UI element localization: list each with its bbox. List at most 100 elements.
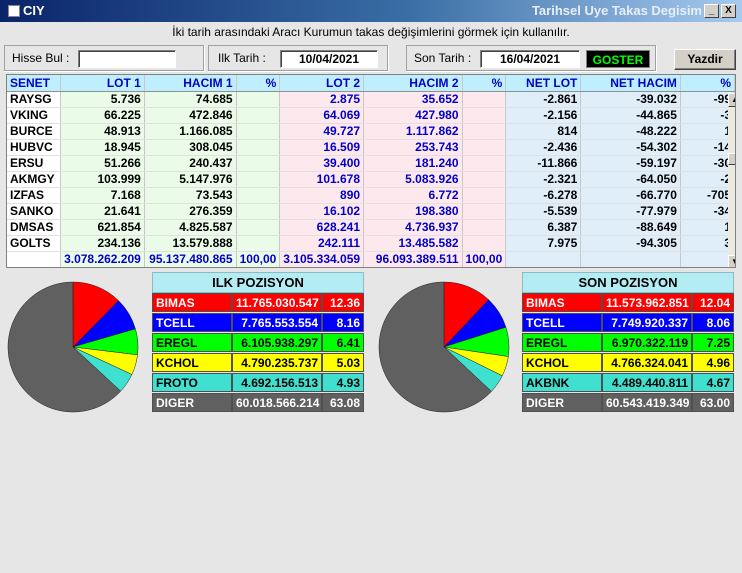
total-cell: 3.105.334.059 <box>279 251 365 267</box>
table-row[interactable]: ERSU 51.266 240.437 39.400 181.240 -11.866 -59… <box>7 155 735 172</box>
position-value: 4.766.324.041 <box>602 353 692 372</box>
table-row[interactable]: BURCE 48.913 1.166.085 49.727 1.117.862 814 -4… <box>7 123 735 140</box>
table-cell: 234.136 <box>60 235 145 252</box>
table-cell: 64.069 <box>279 107 365 124</box>
table-row[interactable]: HUBVC 18.945 308.045 16.509 253.743 -2.436 -54… <box>7 139 735 156</box>
position-percent: 4.67 <box>692 373 734 392</box>
table-cell: -77.979 <box>580 203 681 220</box>
table-cell: -88.649 <box>580 219 681 236</box>
table-cell: 16.509 <box>279 139 365 156</box>
table-cell: 49.727 <box>279 123 365 140</box>
senet-code-cell: AKMGY <box>7 171 62 188</box>
yazdir-button[interactable]: Yazdir <box>674 49 736 70</box>
position-value: 7.749.920.337 <box>602 313 692 332</box>
col-hacim2[interactable]: HACIM 2 <box>363 75 463 92</box>
total-cell <box>680 251 735 267</box>
table-row[interactable]: DMSAS 621.854 4.825.587 628.241 4.736.937 6.3… <box>7 219 735 236</box>
table-cell: -2.861 <box>505 91 582 108</box>
table-cell: 13.579.888 <box>144 235 237 252</box>
table-cell: 1 <box>680 219 735 236</box>
total-cell: 100,00 <box>462 251 507 267</box>
position-value: 4.790.235.737 <box>232 353 322 372</box>
senet-code-cell: VKING <box>7 107 62 124</box>
table-cell: 13.485.582 <box>363 235 463 252</box>
table-cell: 621.854 <box>60 219 145 236</box>
scroll-up-arrow-icon[interactable]: ▲ <box>728 93 735 107</box>
table-cell: -94.305 <box>580 235 681 252</box>
takas-grid: SENET LOT 1 HACIM 1 % LOT 2 HACIM 2 % NE… <box>6 74 736 268</box>
col-net-hacim[interactable]: NET HACIM <box>580 75 681 92</box>
table-row[interactable]: AKMGY 103.999 5.147.976 101.678 5.083.926 -2.… <box>7 171 735 188</box>
son-tarih-group <box>406 45 656 71</box>
ilk-tarih-input[interactable]: 10/04/2021 <box>280 50 378 68</box>
table-cell: 472.846 <box>144 107 237 124</box>
position-row: TCELL 7.749.920.337 8.06 <box>522 313 734 332</box>
hisse-label: Hisse Bul : <box>12 51 70 65</box>
table-cell: -2.321 <box>505 171 582 188</box>
table-cell: -2.436 <box>505 139 582 156</box>
table-cell <box>462 91 507 108</box>
table-cell: -14 <box>680 139 735 156</box>
table-cell: 4.825.587 <box>144 219 237 236</box>
table-row[interactable]: VKING 66.225 472.846 64.069 427.980 -2.156 -44… <box>7 107 735 124</box>
grid-vertical-scrollbar[interactable]: ▲ ▼ <box>728 93 735 267</box>
col-pct2[interactable]: % <box>462 75 507 92</box>
table-cell: -3 <box>680 107 735 124</box>
position-percent: 12.36 <box>322 293 364 312</box>
table-cell: 74.685 <box>144 91 237 108</box>
total-cell: 100,00 <box>236 251 281 267</box>
position-row: TCELL 7.765.553.554 8.16 <box>152 313 364 332</box>
senet-code-cell: GOLTS <box>7 235 62 252</box>
table-cell <box>462 219 507 236</box>
minimize-button[interactable]: _ <box>704 4 719 18</box>
scroll-down-arrow-icon[interactable]: ▼ <box>728 255 735 267</box>
position-value: 4.692.156.513 <box>232 373 322 392</box>
table-cell: -2 <box>680 171 735 188</box>
col-net-lot[interactable]: NET LOT <box>505 75 582 92</box>
table-cell: -5.539 <box>505 203 582 220</box>
col-net-pct[interactable]: % <box>680 75 735 92</box>
table-row[interactable]: GOLTS 234.136 13.579.888 242.111 13.485.582 7… <box>7 235 735 252</box>
position-code: FROTO <box>152 373 232 392</box>
table-cell <box>236 123 281 140</box>
table-cell: 198.380 <box>363 203 463 220</box>
son-pozisyon-title: SON POZISYON <box>522 272 734 293</box>
table-cell: 16.102 <box>279 203 365 220</box>
table-cell: 5.083.926 <box>363 171 463 188</box>
position-row: FROTO 4.692.156.513 4.93 <box>152 373 364 392</box>
table-cell: 308.045 <box>144 139 237 156</box>
position-percent: 63.08 <box>322 393 364 412</box>
col-hacim1[interactable]: HACIM 1 <box>144 75 237 92</box>
position-percent: 5.03 <box>322 353 364 372</box>
position-percent: 7.25 <box>692 333 734 352</box>
col-pct1[interactable]: % <box>236 75 281 92</box>
position-value: 4.489.440.811 <box>602 373 692 392</box>
total-cell: 95.137.480.865 <box>144 251 237 267</box>
position-code: DIGER <box>522 393 602 412</box>
table-row[interactable]: IZFAS 7.168 73.543 890 6.772 -6.278 -66.770 -70… <box>7 187 735 204</box>
table-cell <box>462 107 507 124</box>
hisse-search-input[interactable] <box>78 50 176 68</box>
col-lot1[interactable]: LOT 1 <box>60 75 145 92</box>
table-cell: -34 <box>680 203 735 220</box>
col-senet[interactable]: SENET <box>7 75 62 92</box>
goster-button[interactable]: GOSTER <box>586 50 650 68</box>
table-cell: -64.050 <box>580 171 681 188</box>
table-row[interactable]: SANKO 21.641 276.359 16.102 198.380 -5.539 -77… <box>7 203 735 220</box>
senet-code-cell: HUBVC <box>7 139 62 156</box>
position-row: BIMAS 11.765.030.547 12.36 <box>152 293 364 312</box>
position-code: AKBNK <box>522 373 602 392</box>
table-row[interactable]: RAYSG 5.736 74.685 2.875 35.652 -2.861 -39.032… <box>7 91 735 108</box>
position-code: BIMAS <box>152 293 232 312</box>
scroll-thumb[interactable] <box>728 153 735 165</box>
table-cell: -99 <box>680 91 735 108</box>
table-cell <box>236 91 281 108</box>
col-lot2[interactable]: LOT 2 <box>279 75 365 92</box>
senet-code-cell: BURCE <box>7 123 62 140</box>
position-code: TCELL <box>522 313 602 332</box>
table-cell <box>462 203 507 220</box>
close-button[interactable]: X <box>721 4 736 18</box>
senet-code-cell: IZFAS <box>7 187 62 204</box>
son-tarih-input[interactable]: 16/04/2021 <box>480 50 580 68</box>
window-caption: Tarihsel Uye Takas Degisim <box>531 3 702 18</box>
